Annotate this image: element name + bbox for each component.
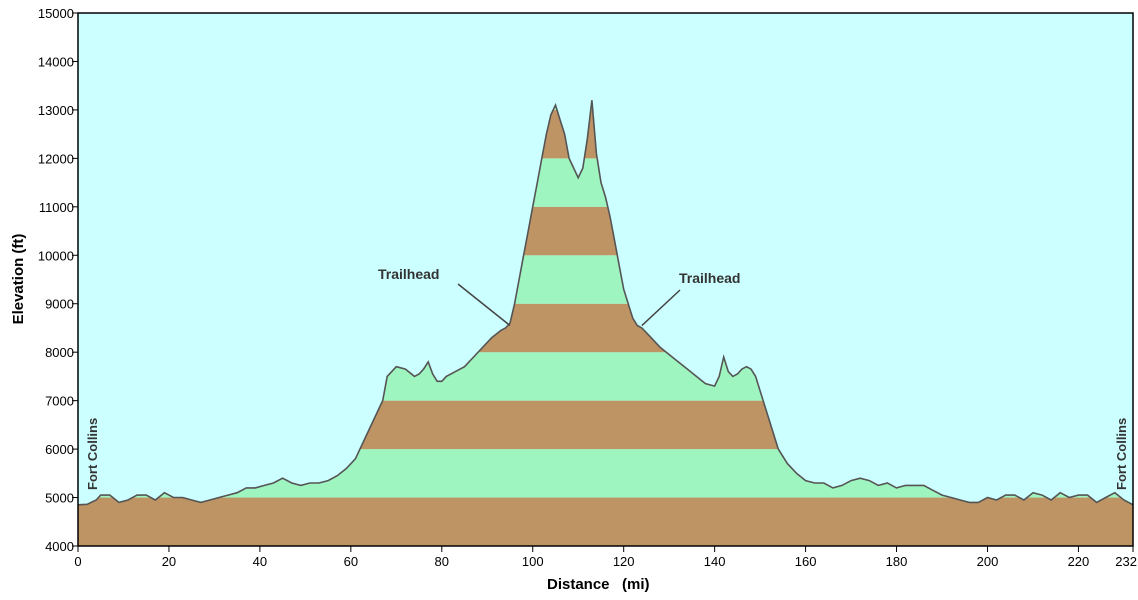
annotation-leaders: [457, 283, 681, 327]
x-tick-label: 232: [1115, 554, 1137, 569]
y-axis-title: Elevation (ft): [10, 234, 27, 325]
annotation-leader-line: [457, 283, 511, 327]
x-tick-label: 180: [886, 554, 908, 569]
x-tick-label: 80: [435, 554, 449, 569]
y-tick-label: 6000: [45, 442, 74, 457]
x-tick-label: 0: [74, 554, 81, 569]
y-tick-label: 11000: [39, 200, 74, 215]
x-tick-label: 160: [795, 554, 817, 569]
x-axis: 0 20 40 60 80 100 120 140 160 180 200 220 232: [74, 546, 1137, 569]
x-tick-label: 40: [253, 554, 267, 569]
y-tick-label: 9000: [45, 297, 74, 312]
x-tick-label: 60: [344, 554, 358, 569]
x-tick-label: 100: [522, 554, 544, 569]
x-tick-label: 120: [613, 554, 635, 569]
elevation-outline: [78, 100, 1133, 506]
y-tick-label: 4000: [45, 539, 74, 554]
annotation-trailhead-left: Trailhead: [378, 266, 439, 282]
y-tick-label: 15000: [38, 6, 74, 21]
y-tick-label: 7000: [45, 394, 74, 409]
x-tick-label: 140: [704, 554, 726, 569]
side-label-right: Fort Collins: [1114, 418, 1129, 490]
y-tick-label: 13000: [38, 103, 74, 118]
annotation-trailhead-right: Trailhead: [679, 270, 740, 286]
side-label-left: Fort Collins: [85, 418, 100, 490]
x-tick-label: 220: [1068, 554, 1090, 569]
annotation-leader-line: [641, 289, 681, 327]
y-tick-label: 5000: [45, 491, 74, 506]
plot-frame: [77, 12, 1134, 547]
y-tick-label: 12000: [38, 151, 74, 166]
elevation-band: [78, 497, 1133, 546]
y-tick-label: 14000: [38, 54, 74, 69]
y-axis: 4000 5000 6000 7000 8000 9000 10000 11000 12000 1…: [38, 6, 78, 554]
x-tick-label: 20: [162, 554, 176, 569]
x-tick-label: 200: [977, 554, 999, 569]
y-tick-label: 8000: [45, 345, 74, 360]
y-tick-label: 10000: [38, 248, 74, 263]
x-axis-title: Distance (mi): [547, 576, 650, 593]
